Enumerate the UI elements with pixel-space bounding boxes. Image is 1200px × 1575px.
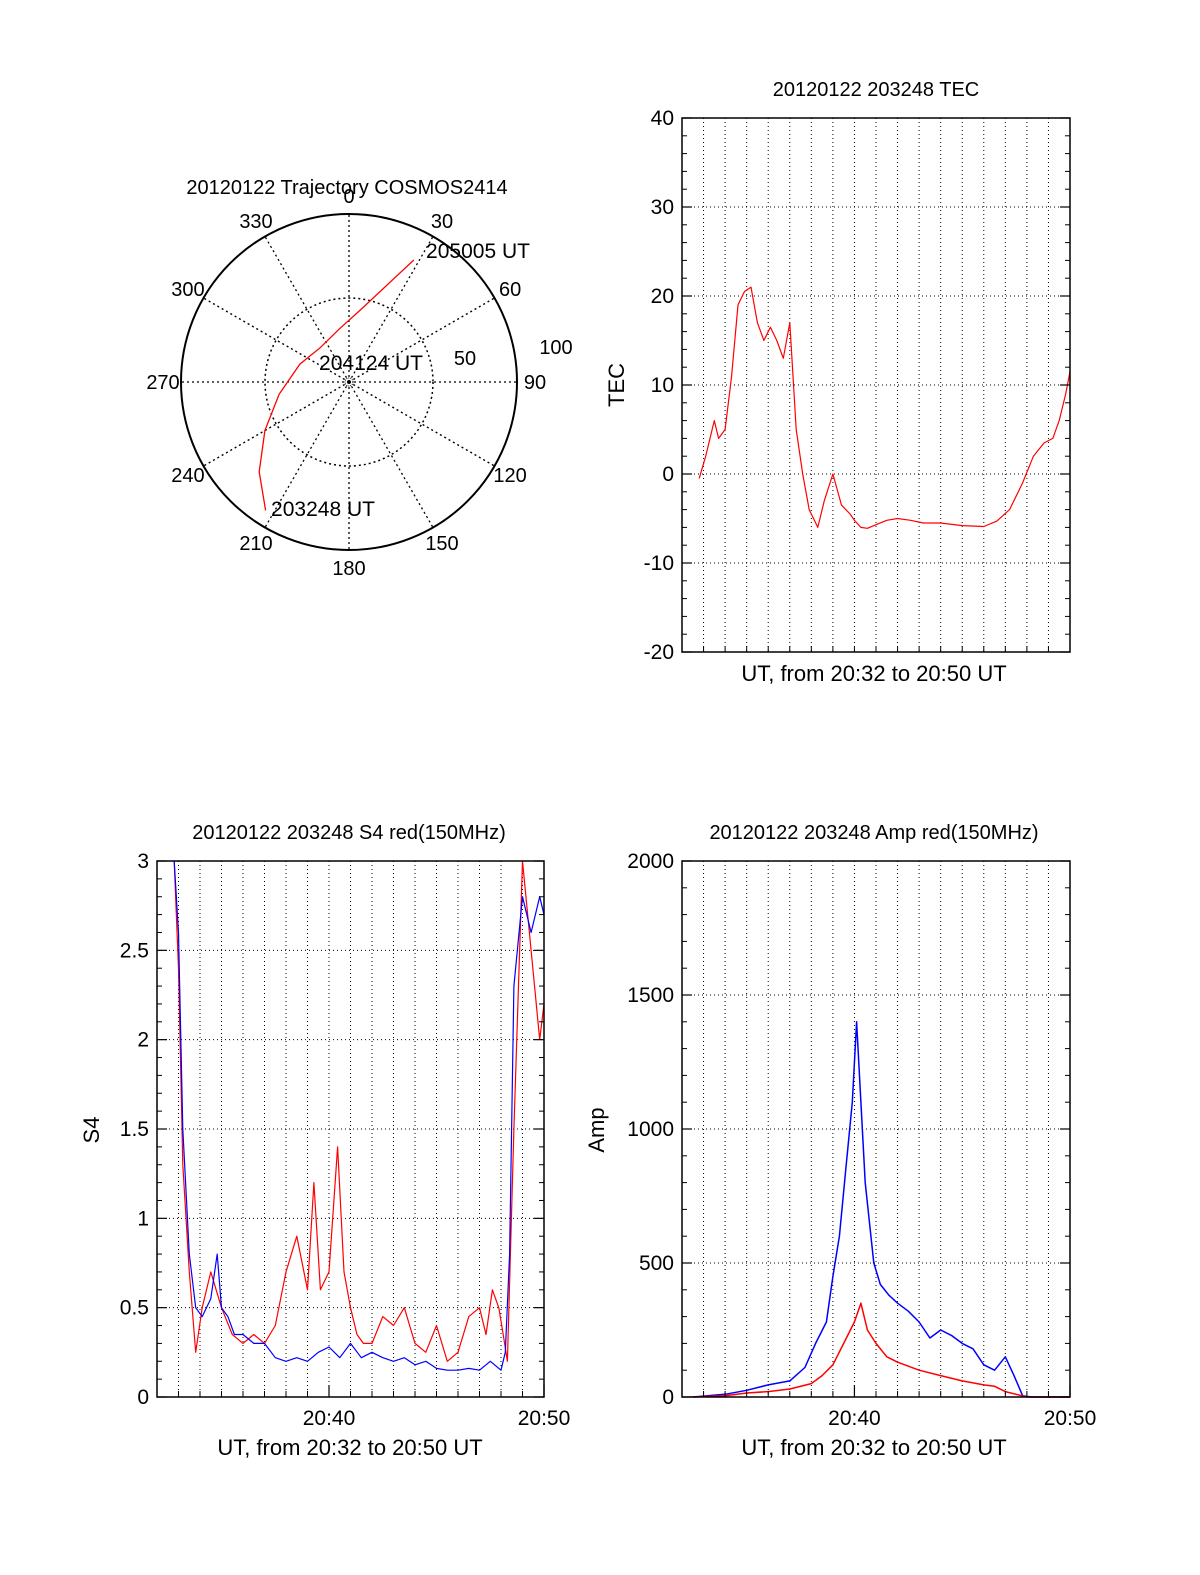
y-tick-label: 3 [137, 850, 149, 873]
s4-ylabel: S4 [79, 1117, 104, 1144]
x-tick-label: 20:40 [828, 1407, 881, 1430]
polar-panel: 20120122 Trajectory COSMOS2414 0 30 60 90 12… [146, 177, 572, 580]
amp-title: 20120122 203248 Amp red(150MHz) [709, 822, 1038, 844]
s4-title: 20120122 203248 S4 red(150MHz) [192, 822, 506, 844]
azimuth-label: 210 [239, 533, 272, 555]
azimuth-label: 270 [146, 372, 179, 394]
y-tick-label: 0 [137, 1386, 149, 1409]
y-tick-label: 10 [651, 374, 674, 397]
polar-spoke [348, 297, 495, 383]
y-tick-label: 0.5 [120, 1297, 149, 1320]
series-line-0 [173, 860, 545, 1362]
y-tick-label: -20 [644, 641, 674, 664]
polar-center-ring [344, 377, 354, 387]
x-tick-label: 20:50 [1044, 1407, 1097, 1430]
y-tick-label: 0 [662, 1386, 674, 1409]
polar-spoke [348, 381, 495, 467]
azimuth-label: 240 [171, 465, 204, 487]
series-line-0 [698, 286, 1071, 529]
polar-radial-labels: 50 100 [454, 337, 573, 370]
radial-label: 50 [454, 348, 476, 370]
tec-xlabel: UT, from 20:32 to 20:50 UT [741, 661, 1006, 686]
polar-grid [180, 213, 518, 551]
y-tick-label: 500 [639, 1252, 674, 1275]
s4-plot-area: 0 0.5 1 1.5 2 2.5 3 20:40 20:50 [120, 850, 570, 1430]
polar-spoke [203, 381, 350, 467]
polar-spoke [348, 236, 434, 383]
azimuth-label: 150 [425, 533, 458, 555]
series-line-0 [692, 1021, 1070, 1398]
azimuth-label: 180 [332, 558, 365, 580]
azimuth-label: 0 [343, 186, 354, 208]
y-tick-label: 2.5 [120, 939, 149, 962]
y-tick-label: 2 [137, 1029, 149, 1052]
trajectory-time-label: 204124 UT [319, 352, 423, 375]
amp-xlabel: UT, from 20:32 to 20:50 UT [741, 1435, 1006, 1460]
polar-inner-ring [264, 297, 434, 467]
x-tick-label: 20:40 [303, 1407, 356, 1430]
y-tick-label: 1500 [627, 984, 674, 1007]
tec-panel: 20120122 203248 TEC UT, from 20:32 to 20… [604, 79, 1071, 686]
y-tick-label: -10 [644, 552, 674, 575]
polar-title: 20120122 Trajectory COSMOS2414 [186, 177, 507, 199]
polar-spoke [203, 297, 350, 383]
y-tick-label: 40 [651, 107, 674, 130]
tec-title: 20120122 203248 TEC [773, 79, 979, 101]
series-line-1 [692, 1302, 1070, 1398]
x-tick-label: 20:50 [518, 1407, 571, 1430]
trajectory-annotations: 205005 UT 204124 UT 203248 UT [271, 240, 530, 521]
amp-panel: 20120122 203248 Amp red(150MHz) UT, from… [584, 822, 1096, 1460]
y-tick-label: 0 [662, 463, 674, 486]
azimuth-label: 60 [499, 279, 521, 301]
y-tick-label: 1.5 [120, 1118, 149, 1141]
tec-plot-area: -20 -10 0 10 20 30 40 [644, 107, 1071, 664]
y-tick-label: 1 [137, 1207, 149, 1230]
s4-panel: 20120122 203248 S4 red(150MHz) UT, from … [79, 822, 570, 1460]
azimuth-label: 90 [524, 372, 546, 394]
y-tick-label: 20 [651, 285, 674, 308]
radial-label: 100 [539, 337, 572, 359]
amp-ylabel: Amp [584, 1107, 609, 1152]
azimuth-label: 30 [431, 211, 453, 233]
s4-xlabel: UT, from 20:32 to 20:50 UT [217, 1435, 482, 1460]
amp-plot-area: 0 500 1000 1500 2000 20:40 20:50 [627, 850, 1096, 1430]
y-tick-label: 30 [651, 196, 674, 219]
azimuth-label: 330 [239, 211, 272, 233]
polar-azimuth-labels: 0 30 60 90 120 150 180 210 240 270 300 330 [146, 186, 546, 580]
y-tick-label: 1000 [627, 1118, 674, 1141]
polar-outer-ring [180, 213, 518, 551]
azimuth-label: 300 [171, 279, 204, 301]
trajectory-time-label: 205005 UT [426, 240, 530, 263]
series-line-1 [173, 860, 545, 1371]
azimuth-label: 120 [493, 465, 526, 487]
y-tick-label: 2000 [627, 850, 674, 873]
tec-ylabel: TEC [604, 363, 629, 407]
trajectory-time-label: 203248 UT [271, 498, 375, 521]
polar-spoke [264, 236, 350, 383]
trajectory-line [258, 259, 415, 511]
